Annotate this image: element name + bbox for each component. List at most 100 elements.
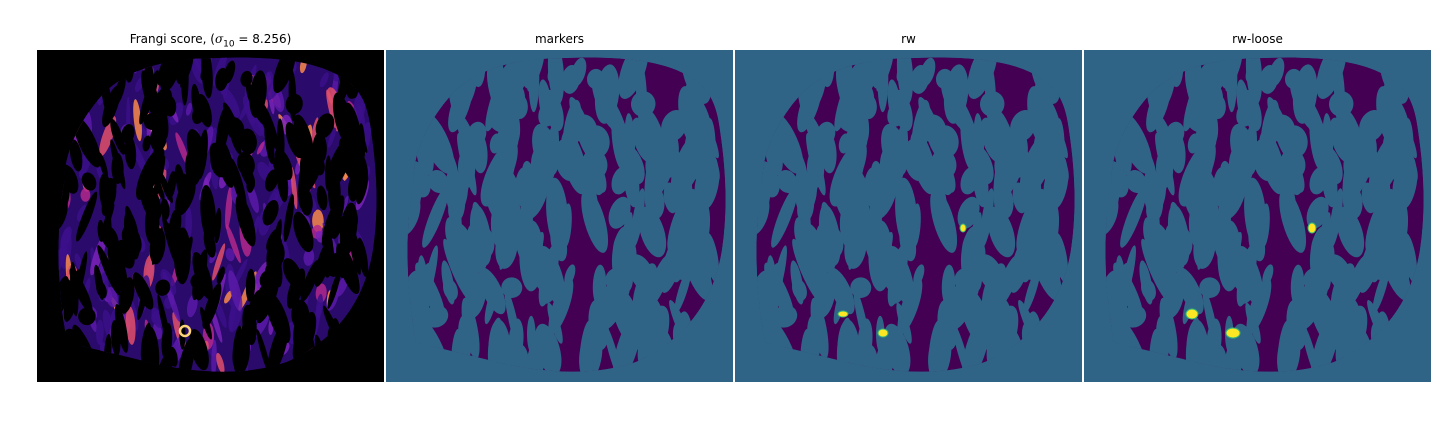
region-blob xyxy=(1402,232,1418,283)
region-blob xyxy=(960,226,985,287)
dark-region xyxy=(161,323,173,360)
region-blob xyxy=(926,127,942,158)
dark-region xyxy=(114,303,129,353)
region-blob xyxy=(1023,166,1042,220)
region-blob xyxy=(827,267,855,315)
region-blob xyxy=(1306,196,1329,229)
region-blob xyxy=(1383,195,1409,262)
vessel-stroke xyxy=(90,233,107,276)
region-blob xyxy=(1201,57,1230,92)
region-blob xyxy=(618,57,649,99)
region-blob xyxy=(637,124,656,163)
region-blob xyxy=(844,223,867,269)
region-blob xyxy=(527,57,544,92)
dark-region xyxy=(290,127,304,159)
region-blob xyxy=(1053,232,1069,283)
dark-region xyxy=(125,205,136,239)
region-blob xyxy=(1236,246,1264,306)
region-blob xyxy=(1115,255,1128,324)
region-blob xyxy=(1326,254,1353,293)
dark-region xyxy=(328,171,341,214)
region-blob xyxy=(1328,188,1343,249)
region-blob xyxy=(1007,128,1028,168)
region-blob xyxy=(1225,57,1242,92)
region-blob xyxy=(943,64,969,124)
region-blob xyxy=(594,64,620,124)
region-blob xyxy=(879,144,903,191)
region-blob xyxy=(987,206,1016,258)
vessel-stroke xyxy=(215,300,227,328)
dark-region xyxy=(160,198,170,220)
dark-region xyxy=(151,155,166,208)
markers-image xyxy=(386,50,733,382)
region-blob xyxy=(417,255,430,324)
region-blob xyxy=(524,231,544,278)
region-blob xyxy=(1176,267,1204,315)
region-blob xyxy=(501,277,523,298)
dark-region xyxy=(97,245,121,296)
region-blob xyxy=(530,144,554,191)
region-blob xyxy=(1146,180,1166,220)
panel-title-rw: rw xyxy=(901,32,916,46)
dark-region xyxy=(299,145,317,178)
vessel-stroke xyxy=(185,102,192,116)
region-blob xyxy=(1120,185,1148,248)
dark-region xyxy=(192,102,207,124)
dark-region xyxy=(348,172,361,202)
region-blob xyxy=(1288,284,1310,338)
dark-region xyxy=(245,268,256,302)
region-blob xyxy=(939,284,961,338)
region-blob xyxy=(1169,131,1186,174)
region-blob xyxy=(1185,317,1201,368)
vessel-stroke xyxy=(224,290,233,304)
vessel-stroke xyxy=(80,188,91,202)
dark-region xyxy=(357,237,369,278)
vessel-stroke xyxy=(74,253,83,270)
region-blob xyxy=(986,305,1019,370)
dark-region xyxy=(200,184,217,243)
region-blob xyxy=(957,196,980,229)
dark-region xyxy=(232,325,242,366)
dark-region xyxy=(178,236,193,273)
region-blob xyxy=(895,177,918,250)
dark-region xyxy=(168,208,182,242)
region-blob xyxy=(422,185,450,248)
dark-region xyxy=(180,57,194,88)
vessel-stroke xyxy=(60,226,72,248)
dark-region xyxy=(356,170,369,205)
dark-region xyxy=(200,306,212,340)
dark-region xyxy=(189,329,209,371)
dark-region xyxy=(140,322,152,363)
vessel-stroke xyxy=(212,243,226,281)
region-blob xyxy=(856,196,870,223)
region-blob xyxy=(515,204,533,246)
region-blob xyxy=(1321,156,1338,208)
dark-region xyxy=(327,270,341,309)
region-blob xyxy=(1146,80,1171,133)
region-blob xyxy=(1335,305,1368,370)
segment-highlight xyxy=(1185,308,1199,320)
region-blob xyxy=(561,130,588,195)
vessel-stroke xyxy=(225,223,241,263)
region-blob xyxy=(1170,201,1185,243)
region-blob xyxy=(471,131,488,174)
region-blob xyxy=(850,277,872,298)
region-blob xyxy=(972,156,989,208)
vessel-stroke xyxy=(175,132,190,167)
region-blob xyxy=(590,284,612,338)
region-blob xyxy=(1309,226,1334,287)
region-blob xyxy=(810,297,829,359)
region-blob xyxy=(1277,320,1291,371)
dark-region xyxy=(110,139,126,190)
dark-region xyxy=(267,320,290,372)
region-blob xyxy=(461,297,480,359)
panel-frangi xyxy=(37,50,384,382)
region-blob xyxy=(765,135,783,176)
dark-region xyxy=(336,243,360,295)
vessel-stroke xyxy=(133,99,142,142)
region-blob xyxy=(864,204,882,246)
region-blob xyxy=(797,180,817,220)
vessel-stroke xyxy=(106,287,118,308)
region-blob xyxy=(854,349,875,372)
region-blob xyxy=(776,170,798,194)
